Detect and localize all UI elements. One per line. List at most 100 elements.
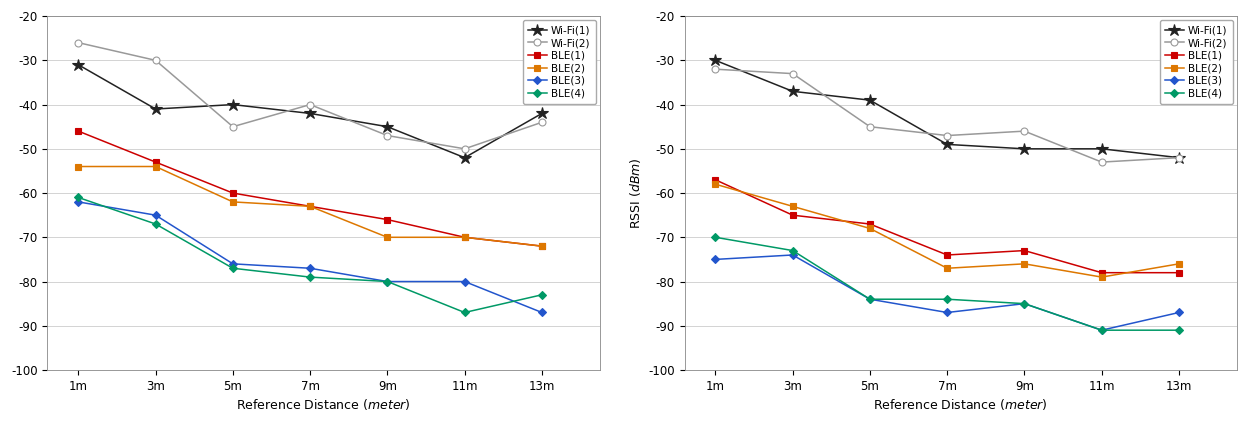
BLE(3) [379, 279, 394, 284]
Wi-Fi(2) [379, 133, 394, 138]
BLE(3) [534, 310, 549, 315]
BLE(3) [708, 257, 723, 262]
Wi-Fi(2) [940, 133, 955, 138]
BLE(4) [457, 310, 472, 315]
BLE(3) [71, 199, 86, 204]
BLE(1) [457, 235, 472, 240]
BLE(3) [457, 279, 472, 284]
BLE(2) [1094, 275, 1109, 280]
Line: BLE(1): BLE(1) [711, 176, 1182, 276]
BLE(4) [940, 297, 955, 302]
BLE(1) [785, 213, 800, 218]
Wi-Fi(2) [534, 120, 549, 125]
BLE(2) [940, 266, 955, 271]
BLE(4) [785, 248, 800, 253]
Wi-Fi(2) [785, 71, 800, 76]
Wi-Fi(2) [708, 67, 723, 72]
Line: BLE(3): BLE(3) [713, 252, 1182, 333]
BLE(1) [71, 129, 86, 134]
Wi-Fi(2) [149, 58, 163, 63]
Line: BLE(3): BLE(3) [75, 199, 545, 316]
BLE(4) [302, 275, 317, 280]
Wi-Fi(2) [862, 124, 877, 129]
BLE(4) [1017, 301, 1032, 306]
BLE(2) [457, 235, 472, 240]
BLE(3) [302, 266, 317, 271]
Line: BLE(4): BLE(4) [75, 194, 545, 316]
BLE(4) [1172, 328, 1187, 333]
BLE(1) [1094, 270, 1109, 275]
Wi-Fi(2) [71, 40, 86, 45]
BLE(1) [534, 244, 549, 249]
BLE(3) [862, 297, 877, 302]
BLE(4) [534, 292, 549, 297]
Wi-Fi(1) [862, 98, 877, 103]
BLE(1) [379, 217, 394, 222]
Wi-Fi(1) [708, 58, 723, 63]
BLE(1) [940, 253, 955, 258]
Wi-Fi(1) [149, 107, 163, 112]
BLE(2) [1172, 261, 1187, 266]
Line: Wi-Fi(1): Wi-Fi(1) [72, 58, 548, 164]
Wi-Fi(1) [379, 124, 394, 129]
BLE(3) [1017, 301, 1032, 306]
Line: BLE(4): BLE(4) [713, 234, 1182, 333]
BLE(2) [379, 235, 394, 240]
Wi-Fi(1) [1094, 146, 1109, 151]
BLE(1) [1172, 270, 1187, 275]
BLE(4) [708, 235, 723, 240]
X-axis label: Reference Distance $\it{(meter)}$: Reference Distance $\it{(meter)}$ [874, 397, 1048, 412]
Legend: Wi-Fi(1), Wi-Fi(2), BLE(1), BLE(2), BLE(3), BLE(4): Wi-Fi(1), Wi-Fi(2), BLE(1), BLE(2), BLE(… [1159, 20, 1233, 104]
BLE(2) [71, 164, 86, 169]
Wi-Fi(1) [71, 62, 86, 67]
Wi-Fi(1) [457, 155, 472, 160]
BLE(2) [785, 204, 800, 209]
Wi-Fi(2) [457, 146, 472, 151]
X-axis label: Reference Distance $\it{(meter)}$: Reference Distance $\it{(meter)}$ [236, 397, 411, 412]
BLE(4) [379, 279, 394, 284]
Line: Wi-Fi(2): Wi-Fi(2) [711, 66, 1182, 165]
Wi-Fi(1) [534, 111, 549, 116]
Line: BLE(1): BLE(1) [75, 128, 545, 250]
BLE(3) [1094, 328, 1109, 333]
BLE(2) [1017, 261, 1032, 266]
BLE(4) [226, 266, 241, 271]
BLE(2) [708, 181, 723, 187]
BLE(4) [149, 222, 163, 227]
BLE(1) [226, 190, 241, 195]
BLE(1) [149, 159, 163, 165]
Wi-Fi(2) [1094, 159, 1109, 165]
Wi-Fi(2) [226, 124, 241, 129]
BLE(2) [302, 204, 317, 209]
BLE(4) [1094, 328, 1109, 333]
BLE(2) [149, 164, 163, 169]
BLE(4) [71, 195, 86, 200]
Wi-Fi(2) [1172, 155, 1187, 160]
Wi-Fi(1) [1172, 155, 1187, 160]
Wi-Fi(2) [1017, 129, 1032, 134]
Legend: Wi-Fi(1), Wi-Fi(2), BLE(1), BLE(2), BLE(3), BLE(4): Wi-Fi(1), Wi-Fi(2), BLE(1), BLE(2), BLE(… [523, 20, 595, 104]
Wi-Fi(1) [1017, 146, 1032, 151]
BLE(1) [708, 177, 723, 182]
Line: Wi-Fi(1): Wi-Fi(1) [709, 54, 1186, 164]
BLE(3) [940, 310, 955, 315]
Wi-Fi(1) [302, 111, 317, 116]
Y-axis label: RSSI $\it{(dBm)}$: RSSI $\it{(dBm)}$ [628, 157, 643, 229]
Wi-Fi(2) [302, 102, 317, 107]
BLE(3) [785, 253, 800, 258]
BLE(3) [226, 261, 241, 266]
BLE(3) [149, 213, 163, 218]
BLE(2) [862, 226, 877, 231]
Wi-Fi(1) [940, 142, 955, 147]
BLE(2) [226, 199, 241, 204]
BLE(1) [862, 222, 877, 227]
Line: Wi-Fi(2): Wi-Fi(2) [75, 39, 545, 152]
BLE(1) [1017, 248, 1032, 253]
Wi-Fi(1) [785, 89, 800, 94]
BLE(2) [534, 244, 549, 249]
BLE(3) [1172, 310, 1187, 315]
Line: BLE(2): BLE(2) [75, 163, 545, 250]
Wi-Fi(1) [226, 102, 241, 107]
BLE(4) [862, 297, 877, 302]
Line: BLE(2): BLE(2) [711, 181, 1182, 280]
